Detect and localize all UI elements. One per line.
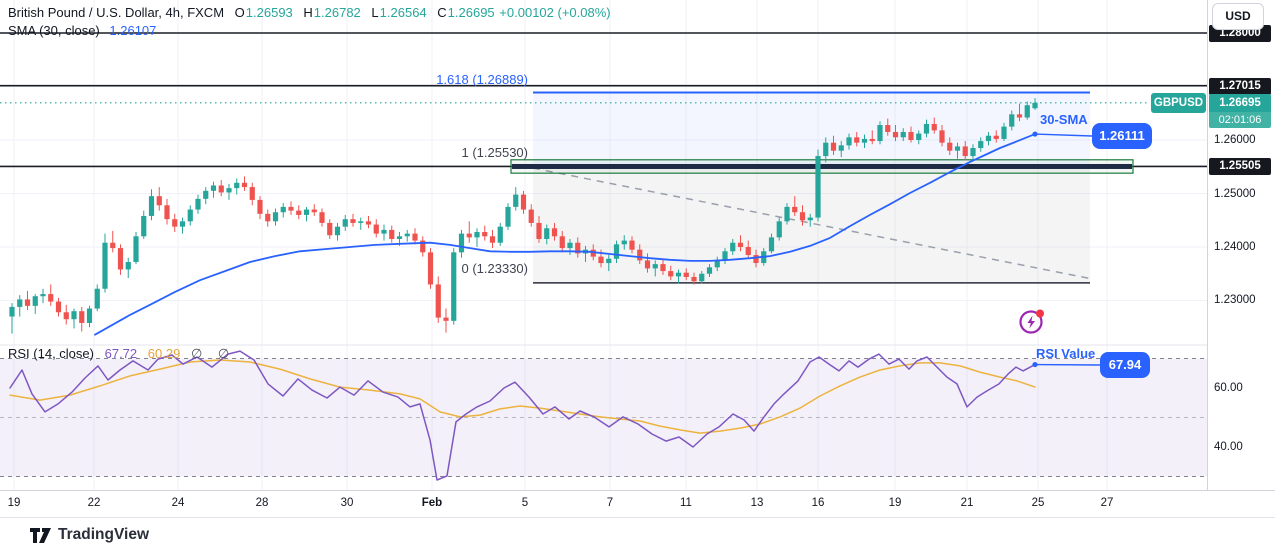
fib-label-1618: 1.618 (1.26889) [436,72,528,87]
rsi-value: 67.72 [104,346,138,361]
time-axis-label: 28 [255,497,269,509]
low-label: L [371,5,379,20]
time-axis-label: 5 [521,497,529,509]
time-axis-label: Feb [421,497,443,509]
fib-label-1: 1 (1.25530) [461,145,529,160]
symbol-title: British Pound / U.S. Dollar, 4h, FXCM [8,5,225,20]
time-axis-label: 25 [1031,497,1045,509]
symbol-legend[interactable]: British Pound / U.S. Dollar, 4h, FXCM O1… [8,5,611,20]
change-value: +0.00102 (+0.08%) [499,5,611,20]
current-price-value: 1.26695 [1209,94,1271,112]
price-scale-label: 1.23000 [1214,294,1256,306]
symbol-price-line-badge: GBPUSD [1151,93,1206,113]
currency-button[interactable]: USD [1212,3,1264,30]
time-axis-label: 7 [606,497,614,509]
high-label: H [303,5,313,20]
time-axis-label: 22 [87,497,101,509]
close-value: 1.26695 [447,5,495,20]
fib-label-0: 0 (1.23330) [461,261,529,276]
rsi-legend-name: RSI (14, close) [8,346,94,361]
sma-callout-label: 30-SMA [1040,112,1088,127]
rsi-empty-values: ∅ ∅ [190,346,236,361]
sma-value-badge: 1.26111 [1092,123,1152,149]
rsi-legend[interactable]: RSI (14, close) 67.72 60.29 ∅ ∅ [8,346,235,362]
rsi-value-badge: 67.94 [1100,352,1150,378]
price-chart-canvas[interactable] [0,0,1275,517]
time-axis-label: 16 [811,497,825,509]
price-scale-label: 1.25000 [1214,188,1256,200]
time-axis-label: 30 [340,497,354,509]
sma-legend-name: SMA (30, close) [8,23,100,38]
time-axis[interactable]: 19 22 24 28 30 Feb 5 7 11 13 16 19 21 25 27 [0,490,1275,518]
lightning-event-icon[interactable] [1017,306,1047,336]
time-axis-label: 27 [1100,497,1114,509]
bar-countdown: 02:01:06 [1209,112,1271,128]
time-axis-label: 21 [960,497,974,509]
rsi-scale-label: 40.00 [1214,441,1243,453]
brand-name: TradingView [58,526,150,543]
close-label: C [437,5,447,20]
time-axis-label: 13 [750,497,764,509]
price-level-badge-resistance: 1.27015 [1209,78,1271,95]
current-price-badge: 1.26695 02:01:06 [1209,94,1271,128]
high-value: 1.26782 [313,5,361,20]
sma-legend-value: 1.26107 [109,23,157,38]
time-axis-label: 11 [680,497,692,509]
open-label: O [234,5,245,20]
rsi-scale-label: 60.00 [1214,382,1243,394]
rsi-callout-label: RSI Value [1036,346,1096,361]
price-scale[interactable]: 1.28000 1.27015 1.26695 02:01:06 1.25505… [1207,0,1275,517]
time-axis-label: 19 [7,497,21,509]
rsi-ma-value: 60.29 [147,346,181,361]
tradingview-glyph-icon [30,527,51,543]
sma-legend[interactable]: SMA (30, close) 1.26107 [8,23,156,38]
tradingview-logo[interactable]: TradingView [30,526,149,544]
footer-bar: TradingView [0,517,1275,552]
price-scale-label: 1.24000 [1214,241,1256,253]
open-value: 1.26593 [245,5,293,20]
time-axis-label: 24 [171,497,185,509]
price-level-badge-support: 1.25505 [1209,158,1271,175]
price-scale-label: 1.26000 [1214,134,1256,146]
low-value: 1.26564 [379,5,427,20]
time-axis-label: 19 [888,497,902,509]
